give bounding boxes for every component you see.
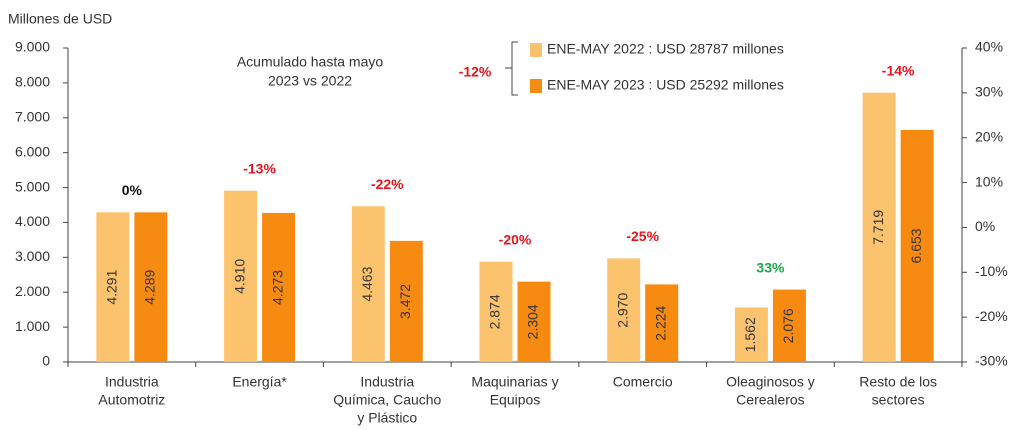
y-tick-label: 2.000 bbox=[15, 283, 50, 299]
x-tick-label: Comercio bbox=[613, 374, 673, 390]
annotation: Acumulado hasta mayo bbox=[237, 54, 384, 70]
y-tick-label: 6.000 bbox=[15, 143, 50, 159]
value-label: 4.273 bbox=[269, 270, 285, 305]
bar bbox=[224, 190, 258, 362]
value-label: 4.291 bbox=[104, 269, 120, 304]
y2-tick-label: -20% bbox=[975, 308, 1008, 324]
x-tick-label: Oleaginosos y bbox=[726, 374, 815, 390]
bar bbox=[900, 129, 934, 362]
x-tick-label: Cerealeros bbox=[736, 392, 804, 408]
value-label: 2.970 bbox=[614, 292, 630, 327]
y-tick-label: 0 bbox=[42, 353, 50, 369]
bar bbox=[479, 261, 513, 362]
change-label: -14% bbox=[882, 62, 915, 78]
change-label: 33% bbox=[756, 259, 785, 275]
value-label: 6.653 bbox=[908, 228, 924, 263]
x-tick-label: Equipos bbox=[490, 392, 541, 408]
value-label: 4.910 bbox=[231, 259, 247, 294]
legend-label: ENE-MAY 2022 : USD 28787 millones bbox=[547, 41, 784, 57]
legend-swatch bbox=[530, 43, 542, 57]
value-label: 4.289 bbox=[142, 269, 158, 304]
y-tick-label: 9.000 bbox=[15, 39, 50, 55]
y-tick-label: 3.000 bbox=[15, 248, 50, 264]
bar bbox=[389, 240, 423, 362]
bar bbox=[862, 92, 896, 363]
y2-tick-label: 20% bbox=[975, 128, 1003, 144]
value-label: 1.562 bbox=[742, 317, 758, 352]
change-label: 0% bbox=[122, 182, 143, 198]
y2-tick-label: 10% bbox=[975, 173, 1003, 189]
y2-tick-label: 40% bbox=[975, 39, 1003, 55]
y-tick-label: 4.000 bbox=[15, 213, 50, 229]
bar bbox=[517, 281, 551, 362]
y-tick-label: 8.000 bbox=[15, 74, 50, 90]
bar bbox=[262, 212, 296, 362]
change-label: -22% bbox=[371, 176, 404, 192]
bar bbox=[351, 206, 385, 362]
value-label: 2.874 bbox=[487, 294, 503, 329]
x-tick-label: Resto de los bbox=[859, 374, 937, 390]
value-label: 4.463 bbox=[359, 266, 375, 301]
value-label: 2.224 bbox=[652, 305, 668, 340]
y-tick-label: 5.000 bbox=[15, 178, 50, 194]
bar bbox=[96, 212, 130, 362]
y2-tick-label: 30% bbox=[975, 84, 1003, 100]
y2-tick-label: 0% bbox=[975, 218, 995, 234]
bar bbox=[772, 289, 806, 362]
annotation: 2023 vs 2022 bbox=[268, 73, 352, 89]
bar bbox=[134, 212, 168, 362]
value-label: 7.719 bbox=[870, 210, 886, 245]
x-tick-label: sectores bbox=[872, 392, 925, 408]
y2-tick-label: -10% bbox=[975, 263, 1008, 279]
x-tick-label: Automotriz bbox=[98, 392, 165, 408]
change-label: -25% bbox=[626, 228, 659, 244]
x-tick-label: Maquinarias y bbox=[471, 374, 558, 390]
y-axis-label: Millones de USD bbox=[8, 11, 112, 27]
x-tick-label: Energía* bbox=[232, 374, 287, 390]
bar bbox=[734, 307, 768, 362]
x-tick-label: y Plástico bbox=[357, 410, 417, 426]
y-tick-label: 7.000 bbox=[15, 108, 50, 124]
bar bbox=[607, 258, 641, 362]
value-label: 3.472 bbox=[397, 284, 413, 319]
legend-bracket bbox=[505, 41, 518, 96]
value-label: 2.304 bbox=[525, 304, 541, 339]
y2-tick-label: -30% bbox=[975, 353, 1008, 369]
x-tick-label: Industria bbox=[105, 374, 159, 390]
legend-label: ENE-MAY 2023 : USD 25292 millones bbox=[547, 77, 784, 93]
x-tick-label: Industria bbox=[360, 374, 414, 390]
bar bbox=[645, 284, 679, 362]
x-tick-label: Química, Caucho bbox=[333, 392, 441, 408]
total-change: -12% bbox=[459, 64, 492, 80]
change-label: -13% bbox=[243, 160, 276, 176]
legend-swatch bbox=[530, 79, 542, 93]
value-label: 2.076 bbox=[780, 308, 796, 343]
change-label: -20% bbox=[499, 231, 532, 247]
y-tick-label: 1.000 bbox=[15, 318, 50, 334]
